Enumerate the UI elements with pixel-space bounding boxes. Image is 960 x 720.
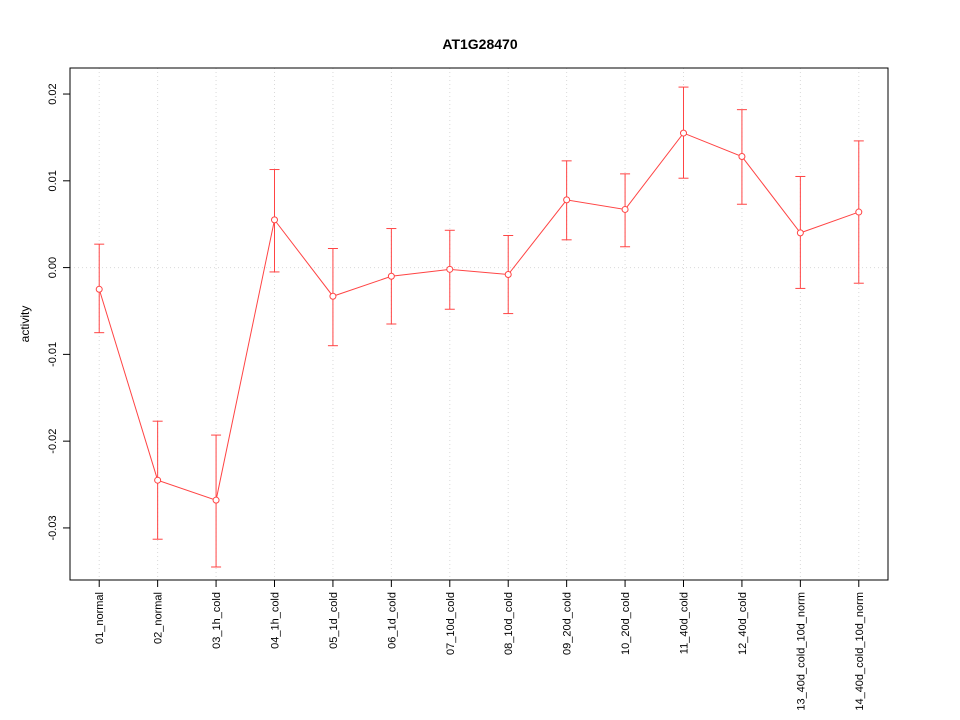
x-tick-label: 05_1d_cold	[328, 592, 340, 649]
data-point	[387, 272, 395, 280]
data-point	[796, 229, 804, 237]
x-tick-label: 06_1d_cold	[386, 592, 398, 649]
data-point	[504, 271, 512, 279]
x-tick-label: 12_40d_cold	[737, 592, 749, 655]
x-tick-label: 13_40d_cold_10d_norm	[795, 592, 807, 711]
data-point	[271, 216, 278, 224]
x-tick-label: 11_40d_cold	[679, 592, 691, 654]
data-point	[621, 205, 629, 213]
x-tick-label: 02_normal	[153, 592, 165, 644]
x-tick-label: 14_40d_cold_10d_norm	[854, 592, 866, 711]
y-tick-label: 0.00	[47, 257, 59, 278]
data-point	[329, 292, 337, 300]
series-line	[98, 132, 859, 501]
chart-title: AT1G28470	[442, 36, 518, 52]
x-tick-label: 08_10d_cold	[503, 592, 515, 655]
x-tick-label: 01_normal	[94, 592, 106, 644]
data-point	[855, 208, 863, 216]
data-point	[446, 265, 454, 273]
y-tick-label: 0.01	[47, 170, 59, 191]
x-tick-label: 09_20d_cold	[562, 592, 574, 655]
x-tick-label: 07_10d_cold	[445, 592, 457, 655]
data-point	[738, 153, 746, 161]
x-tick-label: 03_1h_cold	[211, 592, 223, 649]
x-tick-label: 04_1h_cold	[270, 592, 282, 649]
plot-box	[69, 67, 889, 581]
data-point	[95, 285, 103, 293]
data-point	[154, 476, 162, 484]
x-tick-label: 10_20d_cold	[620, 592, 632, 655]
y-tick-label: 0.02	[47, 83, 59, 104]
data-point	[563, 196, 571, 204]
y-tick-label: -0.03	[47, 515, 59, 540]
y-tick-label: -0.01	[47, 342, 59, 367]
data-point	[212, 496, 220, 504]
y-tick-label: -0.02	[47, 429, 59, 454]
data-point	[680, 129, 687, 137]
